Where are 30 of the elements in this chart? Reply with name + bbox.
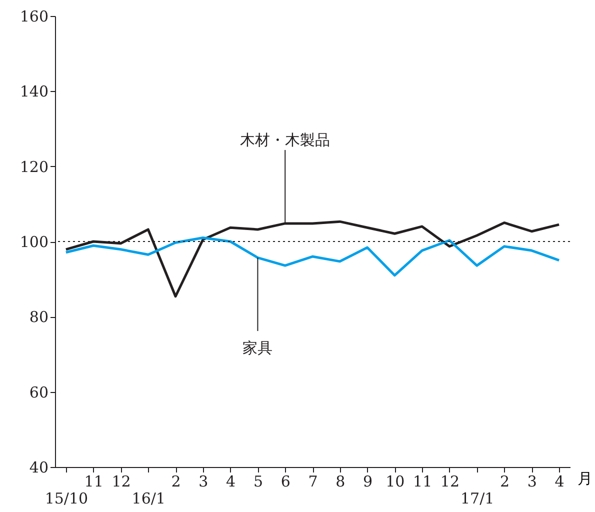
y-tick-label: 160 [20, 8, 48, 26]
y-tick-label: 100 [20, 233, 48, 251]
line-series [64, 236, 560, 277]
x-tick-label: 8 [336, 472, 346, 490]
x-tick-label: 16/1 [132, 490, 166, 508]
x-tick-label: 10 [386, 472, 405, 490]
text: 家具 [242, 339, 273, 357]
text: 木材・木製品 [240, 131, 330, 149]
y-tick-label: 40 [29, 458, 48, 476]
x-tick-label: 17/1 [460, 490, 494, 508]
x-tick-label: 7 [308, 472, 318, 490]
x-tick-label: 2 [500, 472, 510, 490]
y-tick-label: 60 [29, 383, 48, 402]
x-tick-label: 12 [440, 472, 460, 490]
x-tick-label: 2 [171, 472, 181, 490]
x-tick-label: 12 [112, 472, 131, 490]
y-tick-label: 120 [20, 158, 48, 176]
x-tick-label: 11 [84, 472, 104, 490]
x-tick-label: 11 [413, 472, 432, 490]
x-tick-label: 4 [554, 472, 564, 490]
y-tick-label: 140 [20, 82, 48, 101]
y-tick-label: 80 [29, 308, 48, 326]
x-tick-label: 15/10 [44, 490, 88, 508]
x-tick-label: 5 [253, 472, 263, 490]
x-tick-label: 4 [226, 472, 236, 490]
x-axis-title: 月 [578, 470, 592, 488]
x-tick-label: 9 [363, 472, 373, 490]
x-tick-label: 6 [280, 472, 290, 490]
x-tick-label: 3 [527, 472, 537, 490]
x-tick-label: 3 [198, 472, 208, 490]
